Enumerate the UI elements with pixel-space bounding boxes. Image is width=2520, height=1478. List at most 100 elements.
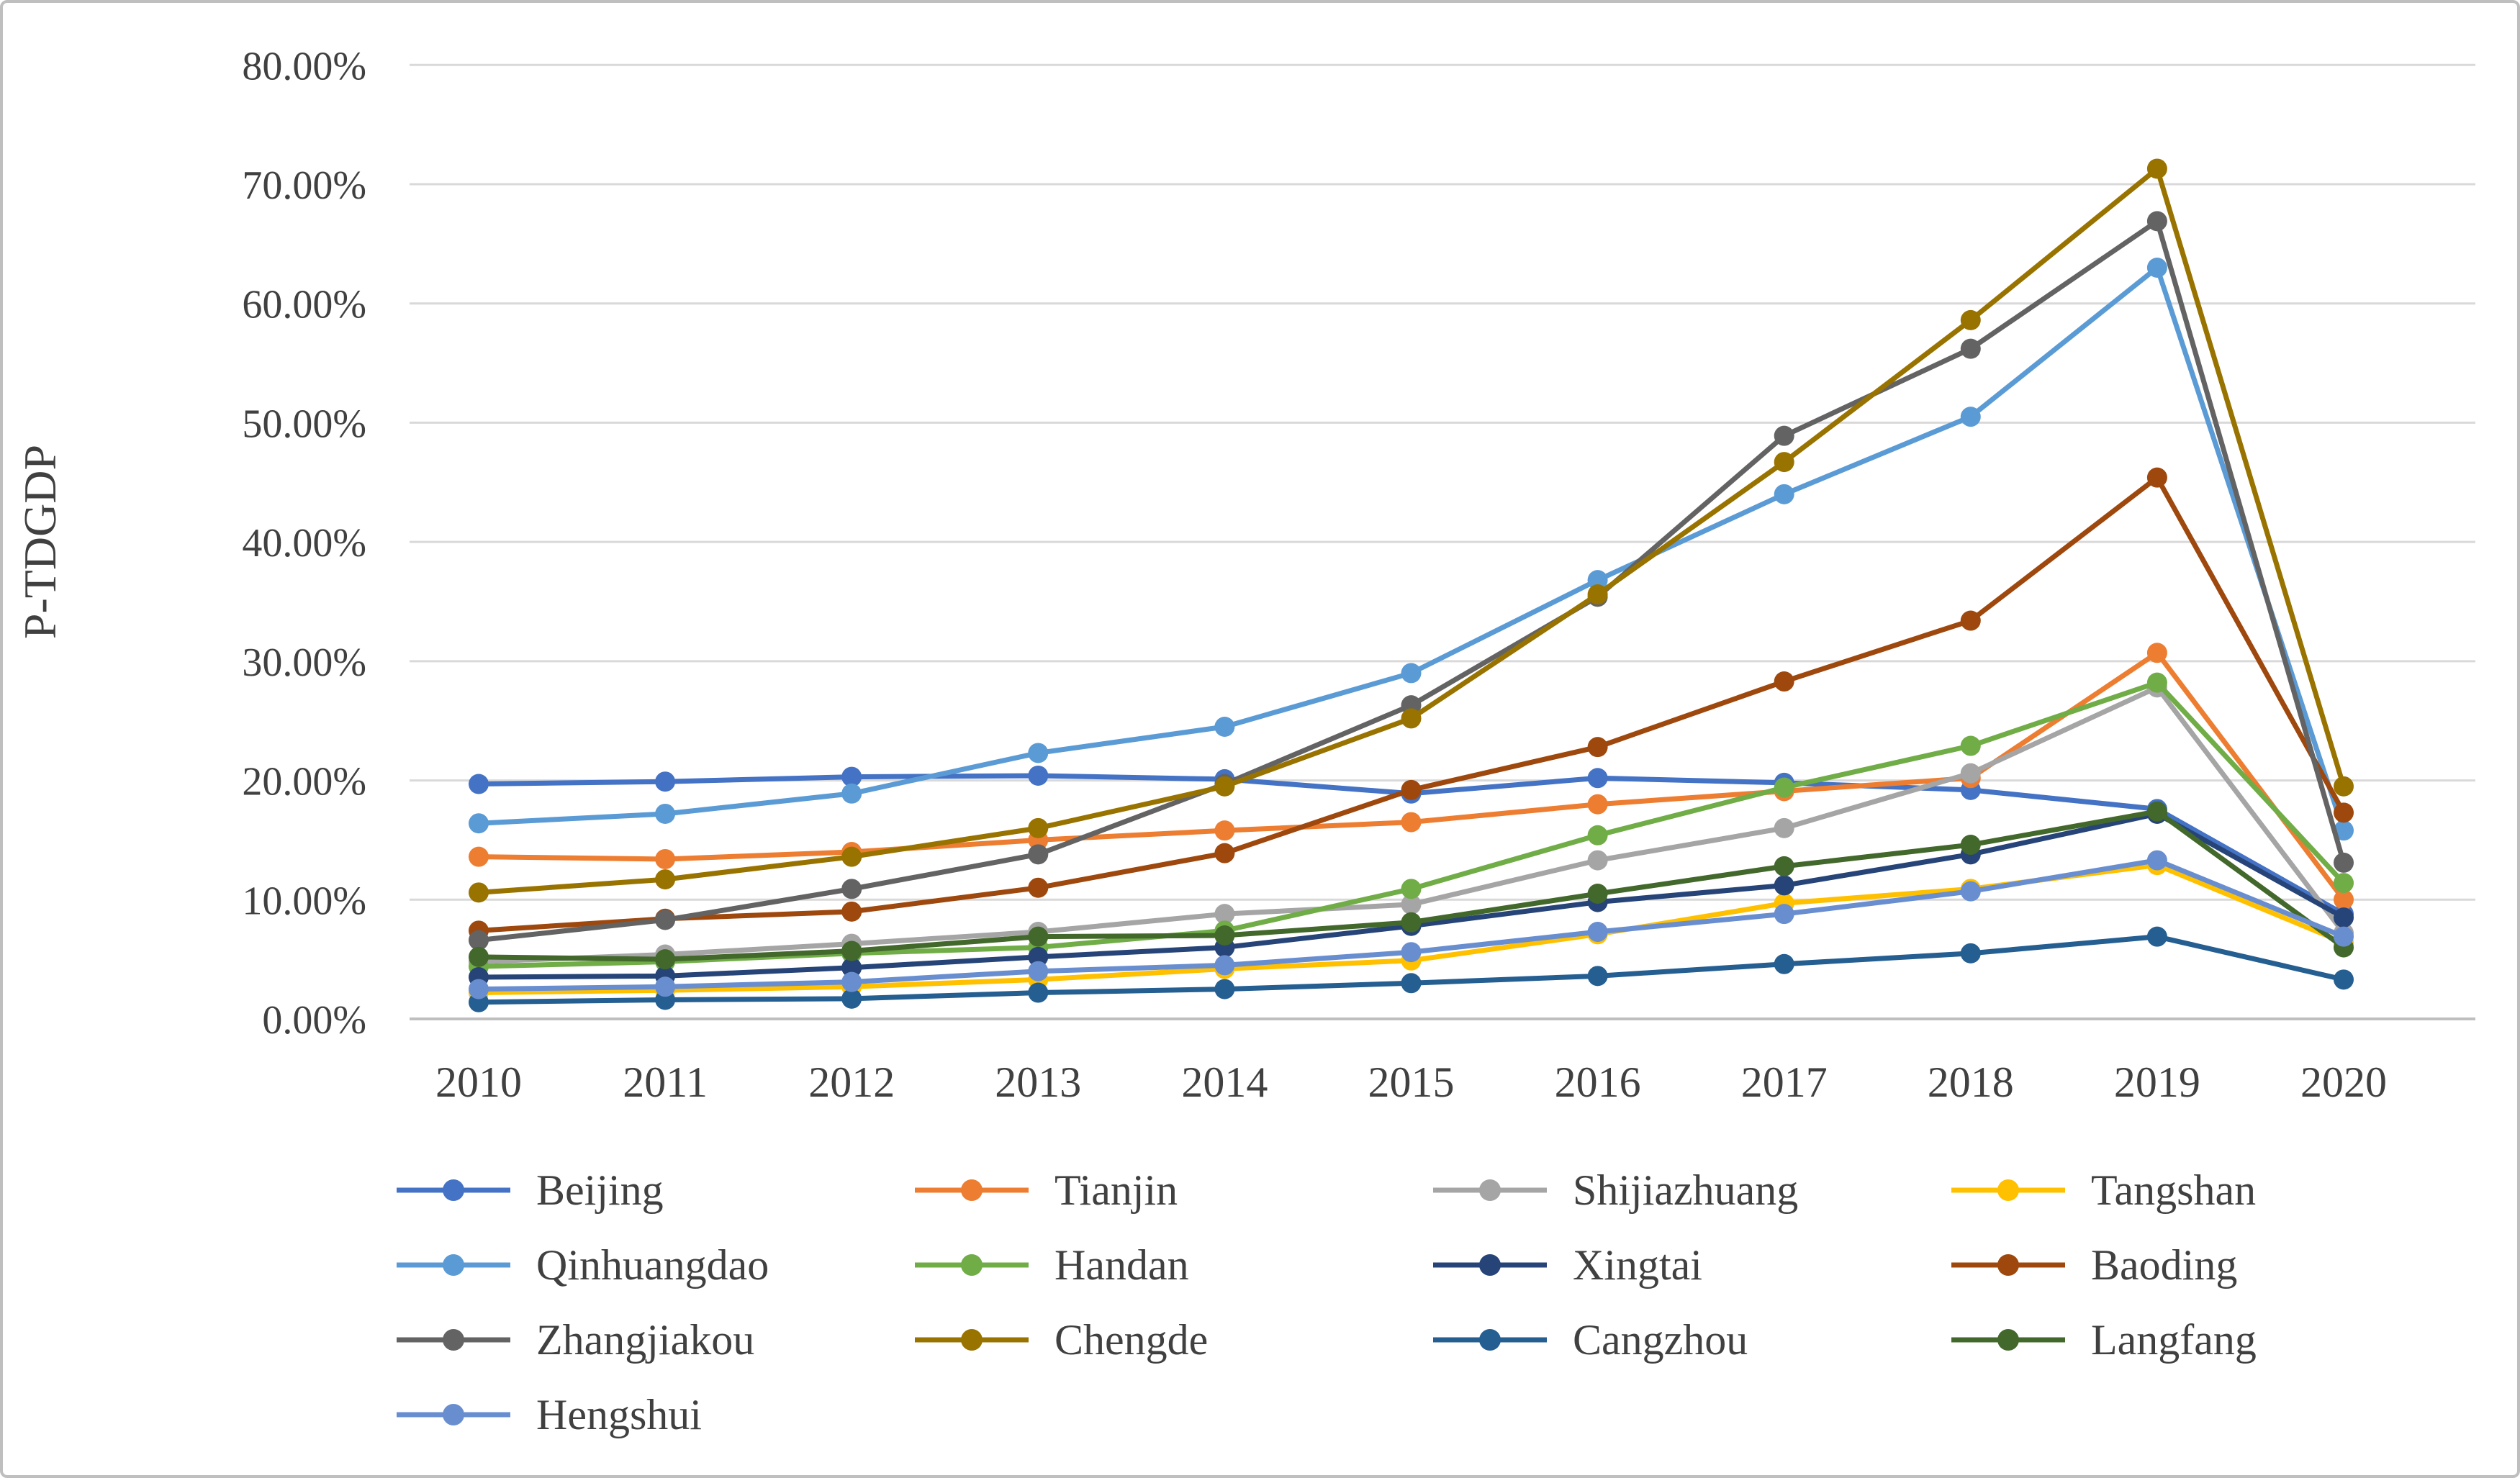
- chart-legend: Beijing Tianjin Shijiazhuang Tangshan Qinhua…: [395, 1153, 2504, 1452]
- data-point: [1774, 425, 1794, 446]
- data-point: [2334, 969, 2354, 990]
- data-point: [1960, 610, 1981, 631]
- y-axis-title: P-TDGDP: [14, 444, 66, 640]
- data-point: [841, 988, 862, 1009]
- data-point: [1401, 708, 1422, 729]
- data-point: [1028, 817, 1049, 838]
- x-tick-label: 2012: [808, 1058, 895, 1106]
- legend-line-marker-icon: [1951, 1254, 2065, 1276]
- data-point: [2146, 643, 2167, 663]
- data-point: [841, 971, 862, 992]
- data-point: [841, 846, 862, 867]
- line-chart-canvas: 0.00% 10.00% 20.00% 30.00% 40.00% 50.00% 60.00…: [242, 44, 2475, 1106]
- legend-item-baoding: Baoding: [1950, 1228, 2468, 1302]
- data-point: [469, 774, 489, 794]
- legend-label: Cangzhou: [1573, 1315, 1748, 1364]
- data-point: [1587, 794, 1608, 815]
- data-point: [1214, 820, 1235, 841]
- data-point: [1028, 743, 1049, 763]
- data-point: [2146, 672, 2167, 693]
- data-point: [1587, 584, 1608, 605]
- data-point: [655, 976, 676, 997]
- legend-label: Baoding: [2091, 1241, 2238, 1289]
- data-point: [1774, 875, 1794, 896]
- series-line-tianjin: [476, 650, 2347, 902]
- data-point: [1214, 955, 1235, 976]
- legend-item-beijing: Beijing: [395, 1153, 913, 1228]
- data-point: [1960, 763, 1981, 784]
- x-tick-label: 2016: [1555, 1058, 1641, 1106]
- legend-item-zhangjiakou: Zhangjiakou: [395, 1302, 913, 1377]
- data-point: [841, 783, 862, 804]
- data-point: [1960, 835, 1981, 856]
- legend-item-chengde: Chengde: [913, 1302, 1432, 1377]
- data-point: [2334, 873, 2354, 894]
- data-point: [469, 813, 489, 834]
- legend-line-marker-icon: [1433, 1329, 1547, 1351]
- legend-item-xingtai: Xingtai: [1432, 1228, 1950, 1302]
- data-point: [1401, 912, 1422, 933]
- legend-label: Handan: [1054, 1241, 1189, 1289]
- data-point: [2146, 850, 2167, 871]
- data-point: [1960, 407, 1981, 427]
- legend-item-handan: Handan: [913, 1228, 1432, 1302]
- data-point: [655, 869, 676, 890]
- legend-item-tangshan: Tangshan: [1950, 1153, 2468, 1228]
- data-point: [841, 901, 862, 922]
- data-point: [1401, 879, 1422, 899]
- data-point: [841, 766, 862, 787]
- data-point: [1214, 717, 1235, 738]
- data-point: [655, 771, 676, 792]
- data-point: [2146, 258, 2167, 278]
- data-point: [1960, 943, 1981, 964]
- legend-item-tianjin: Tianjin: [913, 1153, 1432, 1228]
- data-point: [1587, 768, 1608, 789]
- x-tick-label: 2018: [1928, 1058, 2014, 1106]
- legend-item-cangzhou: Cangzhou: [1432, 1302, 1950, 1377]
- data-point: [1774, 484, 1794, 504]
- data-point: [2334, 926, 2354, 947]
- legend-item-hengshui: Hengshui: [395, 1377, 913, 1452]
- data-point: [1587, 825, 1608, 845]
- legend-item-qinhuangdao: Qinhuangdao: [395, 1228, 913, 1302]
- data-point: [1401, 779, 1422, 800]
- data-point: [841, 879, 862, 899]
- legend-label: Beijing: [536, 1166, 664, 1214]
- data-point: [1774, 452, 1794, 473]
- legend-line-marker-icon: [397, 1329, 510, 1351]
- data-point: [841, 957, 862, 978]
- data-point: [1587, 922, 1608, 943]
- data-point: [1401, 973, 1422, 994]
- legend-label: Shijiazhuang: [1573, 1166, 1799, 1214]
- data-point: [2146, 801, 2167, 822]
- data-point: [1214, 925, 1235, 946]
- data-point: [2334, 889, 2354, 910]
- y-tick-label: 50.00%: [242, 402, 366, 446]
- data-point: [841, 940, 862, 961]
- legend-item-shijiazhuang: Shijiazhuang: [1432, 1153, 1950, 1228]
- legend-line-marker-icon: [1433, 1179, 1547, 1201]
- data-point: [1214, 979, 1235, 999]
- data-point: [1214, 776, 1235, 797]
- x-tick-label: 2017: [1741, 1058, 1828, 1106]
- legend-line-marker-icon: [915, 1179, 1029, 1201]
- data-point: [469, 930, 489, 951]
- data-point: [1401, 812, 1422, 833]
- x-tick-label: 2015: [1368, 1058, 1455, 1106]
- legend-label: Tianjin: [1054, 1166, 1178, 1214]
- data-point: [2146, 467, 2167, 488]
- data-point: [469, 946, 489, 967]
- legend-line-marker-icon: [1951, 1329, 2065, 1351]
- data-point: [2334, 852, 2354, 873]
- legend-line-marker-icon: [915, 1329, 1029, 1351]
- y-tick-label: 80.00%: [242, 44, 366, 89]
- legend-label: Chengde: [1054, 1315, 1209, 1364]
- y-tick-label: 30.00%: [242, 640, 366, 685]
- data-point: [1028, 946, 1049, 967]
- data-point: [1960, 735, 1981, 756]
- data-point: [1401, 663, 1422, 684]
- data-point: [1214, 843, 1235, 863]
- data-point: [1774, 904, 1794, 925]
- data-point: [1587, 966, 1608, 987]
- legend-label: Qinhuangdao: [536, 1241, 769, 1289]
